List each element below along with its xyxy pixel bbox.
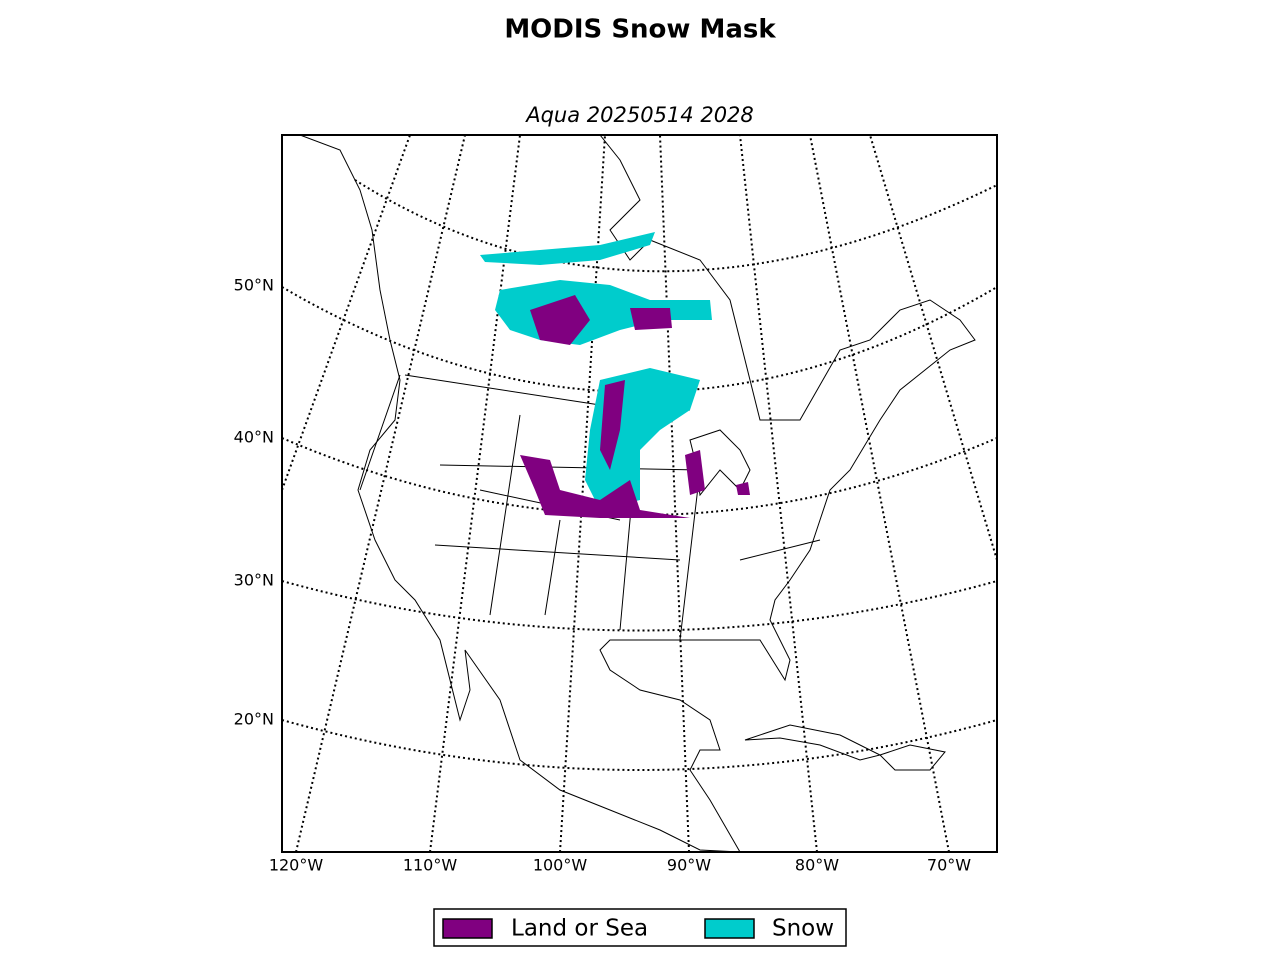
- land-or-sea-area: [530, 295, 590, 345]
- meridian: [659, 135, 690, 852]
- meridian: [282, 135, 411, 491]
- longitude-label: 100°W: [533, 856, 588, 875]
- land-or-sea-area: [520, 455, 690, 518]
- map-area: [282, 135, 997, 852]
- longitude-label: 110°W: [403, 856, 458, 875]
- longitude-label: 70°W: [927, 856, 971, 875]
- meridian: [429, 135, 521, 852]
- coastline: [299, 135, 976, 852]
- legend: Land or Sea Snow: [433, 908, 847, 947]
- latitude-label: 30°N: [234, 571, 274, 590]
- parallel: [282, 580, 997, 632]
- snow-area: [495, 280, 712, 345]
- legend-label: Snow: [772, 916, 834, 942]
- meridian: [739, 135, 818, 852]
- snow-area: [480, 232, 655, 265]
- map-frame: [281, 134, 998, 853]
- meridian: [809, 135, 950, 852]
- snow-mask: [480, 232, 750, 518]
- land-or-sea-area: [736, 482, 750, 495]
- legend-box: [433, 908, 847, 947]
- longitude-label: 90°W: [667, 856, 711, 875]
- hispaniola: [879, 744, 946, 771]
- legend-swatch: [704, 918, 755, 939]
- latitude-label: 20°N: [234, 710, 274, 729]
- latitude-label: 50°N: [234, 276, 274, 295]
- land-or-sea-area: [630, 308, 672, 330]
- land-or-sea-area: [600, 380, 625, 470]
- latitude-label: 40°N: [234, 428, 274, 447]
- parallel: [282, 719, 997, 771]
- land-or-sea-area: [685, 450, 705, 495]
- parallel: [354, 179, 997, 273]
- legend-swatch: [442, 918, 493, 939]
- subtitle: Aqua 20250514 2028: [524, 103, 754, 127]
- legend-label: Land or Sea: [511, 916, 648, 942]
- longitude-label: 120°W: [269, 856, 324, 875]
- longitude-label: 80°W: [795, 856, 839, 875]
- cuba: [744, 724, 882, 761]
- meridian: [869, 135, 997, 561]
- parallel: [282, 286, 997, 393]
- title: MODIS Snow Mask: [504, 15, 776, 45]
